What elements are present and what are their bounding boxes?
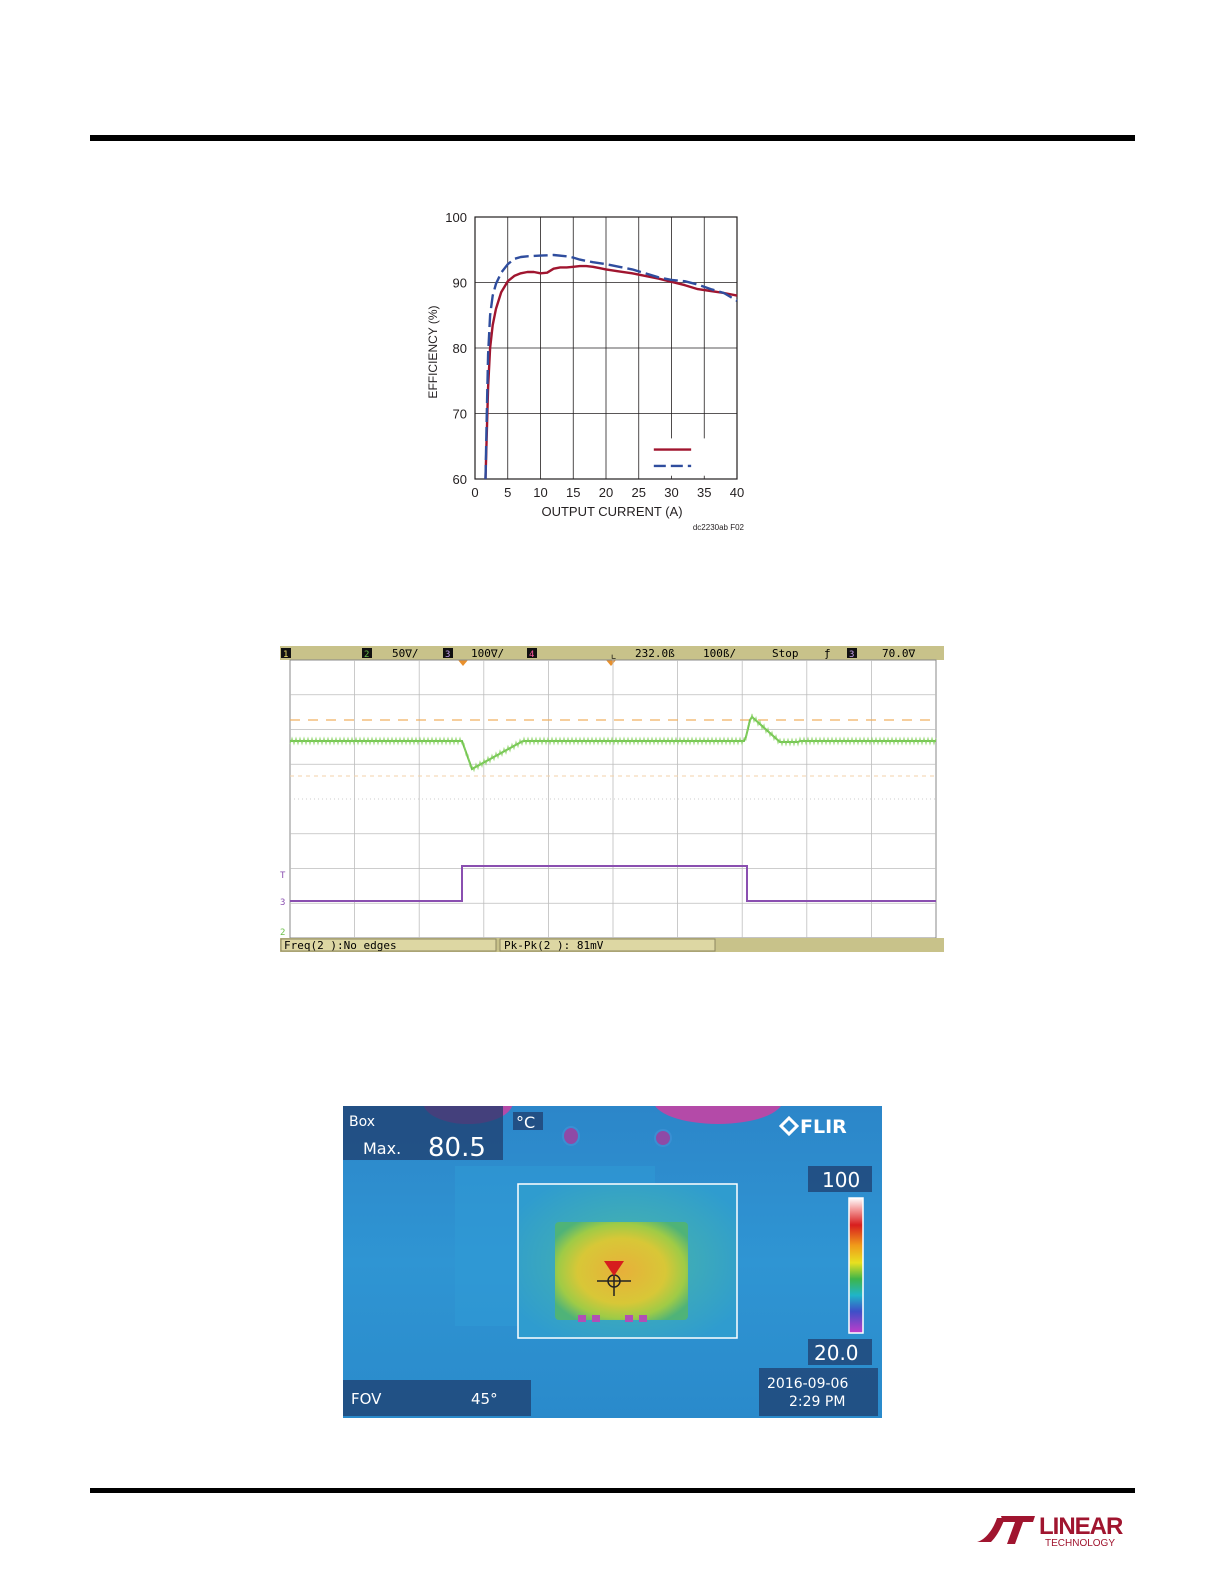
hot-spot-top-right <box>655 1106 781 1124</box>
fov-label: FOV <box>351 1390 382 1408</box>
time-scale: 100ß/ <box>703 647 736 660</box>
measurement-pkpk: Pk-Pk(2 ): 81mV <box>504 939 604 952</box>
time-offset: 232.0ß <box>635 647 675 660</box>
chart-legend <box>648 438 734 476</box>
y-tick-label: 90 <box>453 276 467 291</box>
thermal-image: Box Max. 80.5 °C FLIR 100 20.0 FOV 45° 2… <box>343 1106 882 1418</box>
x-tick-label: 20 <box>599 485 613 500</box>
max-readout-panel <box>343 1106 503 1160</box>
chart-grid <box>474 216 738 480</box>
x-tick-label: 15 <box>566 485 580 500</box>
ch2-number: 2 <box>364 650 369 660</box>
scale-max: 100 <box>822 1168 860 1192</box>
figure-id: dc2230ab F02 <box>693 523 745 532</box>
measurement-freq-box <box>280 938 497 952</box>
x-axis-label: OUTPUT CURRENT (A) <box>541 504 682 519</box>
fov-panel <box>343 1380 531 1416</box>
flir-logo-icon <box>778 1115 800 1137</box>
measurement-pkpk-box <box>499 938 716 952</box>
trigger-level: 70.0∇ <box>882 647 915 660</box>
measurement-freq: Freq(2 ):No edges <box>284 939 397 952</box>
pin-pad <box>592 1315 600 1322</box>
top-rule <box>90 135 1135 141</box>
x-tick-label: 25 <box>632 485 646 500</box>
chart-ticks: 0 5 10 15 20 25 30 35 40 60 70 80 90 100 <box>445 210 744 500</box>
ch3-ground-marker: 3 <box>280 898 285 908</box>
ch2-waveform-noise <box>289 713 937 773</box>
ch4-badge <box>527 648 537 658</box>
capture-date: 2016-09-06 <box>767 1376 848 1392</box>
logo-sub: TECHNOLOGY <box>1045 1538 1115 1549</box>
brand-label: FLIR <box>800 1116 847 1138</box>
x-tick-label: 40 <box>730 485 744 500</box>
ch2-ground-marker: 2 <box>280 928 285 938</box>
pin-pad <box>578 1315 586 1322</box>
max-label: Max. <box>363 1139 401 1158</box>
color-scale-bar <box>848 1197 864 1334</box>
x-tick-label: 5 <box>504 485 511 500</box>
x-tick-label: 0 <box>471 485 478 500</box>
run-state: Stop <box>772 647 799 660</box>
unit-label: °C <box>516 1113 535 1132</box>
timestamp-panel <box>759 1368 878 1416</box>
y-tick-label: 70 <box>453 407 467 422</box>
max-temp-marker-icon <box>604 1261 624 1276</box>
trigger-edge-icon: ⌞ <box>610 647 617 661</box>
ch3-scale: 100∇/ <box>471 647 504 660</box>
fov-value: 45° <box>471 1390 498 1408</box>
y-axis-label: EFFICIENCY (%) <box>426 305 440 398</box>
x-tick-label: 35 <box>697 485 711 500</box>
scale-min-box <box>808 1339 872 1365</box>
capture-time: 2:29 PM <box>789 1394 845 1410</box>
scope-graticule <box>289 659 937 939</box>
y-tick-label: 80 <box>453 341 467 356</box>
chart-series <box>484 253 738 480</box>
logo-name: LINEAR <box>1039 1513 1123 1540</box>
trigger-marker: T <box>280 871 286 881</box>
ch1-badge <box>281 648 291 658</box>
x-tick-label: 30 <box>664 485 678 500</box>
x-tick-label: 10 <box>533 485 547 500</box>
trigger-ch-badge <box>847 648 857 658</box>
status-readouts: 1 2 50∇/ 3 100∇/ 4 ⌞ 232.0ß 100ß/ Stop ƒ… <box>281 647 915 661</box>
legend-box <box>648 438 734 476</box>
y-tick-label: 60 <box>453 472 467 487</box>
bottom-rule <box>90 1488 1135 1493</box>
ch1-number: 1 <box>283 650 288 660</box>
ch2-scale: 50∇/ <box>392 647 419 660</box>
via-dot <box>562 1126 580 1146</box>
pin-pad <box>639 1315 647 1322</box>
lt-logo-icon <box>977 1516 1035 1544</box>
ch3-waveform <box>290 865 936 902</box>
ch2-badge <box>362 648 372 658</box>
module-body <box>555 1222 688 1320</box>
company-logo: LINEAR TECHNOLOGY <box>977 1513 1124 1549</box>
trigger-position-marker <box>458 660 468 666</box>
y-tick-label: 100 <box>445 210 467 225</box>
trigger-slope-icon: ƒ <box>824 647 831 660</box>
scale-max-box <box>808 1166 872 1192</box>
ch3-number: 3 <box>445 650 450 660</box>
box-label: Box <box>349 1114 375 1130</box>
pin-pad <box>625 1315 633 1322</box>
max-temperature: 80.5 <box>428 1133 486 1163</box>
series-line-1 <box>484 264 738 480</box>
efficiency-chart: 0 5 10 15 20 25 30 35 40 60 70 80 90 100 OUTPUT CURRE… <box>426 210 745 532</box>
time-reference-marker <box>606 660 616 666</box>
scale-min: 20.0 <box>814 1341 859 1365</box>
ch3-badge <box>443 648 453 658</box>
oscilloscope-capture: 1 2 50∇/ 3 100∇/ 4 ⌞ 232.0ß 100ß/ Stop ƒ… <box>280 646 944 960</box>
ch4-number: 4 <box>529 650 534 660</box>
via-dot <box>654 1129 672 1147</box>
unit-badge <box>513 1112 543 1130</box>
trigger-ch-number: 3 <box>849 650 854 660</box>
